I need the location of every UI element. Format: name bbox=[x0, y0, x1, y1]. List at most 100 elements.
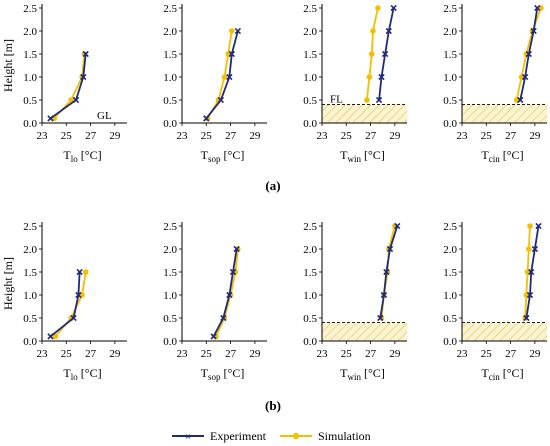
y-tick-label: 2.0 bbox=[443, 26, 457, 38]
x-tick-label: 23 bbox=[317, 130, 329, 142]
legend: × Experiment Simulation bbox=[172, 429, 371, 443]
experiment-point bbox=[380, 291, 388, 299]
experiment-point bbox=[535, 222, 542, 230]
y-tick-label: 2.5 bbox=[163, 3, 177, 15]
x-tick-label: 23 bbox=[37, 348, 49, 360]
x-tick-label: 23 bbox=[177, 130, 189, 142]
x-tick-label: 27 bbox=[505, 130, 517, 142]
experiment-line bbox=[212, 248, 238, 337]
experiment-point bbox=[233, 245, 240, 253]
y-tick-label: 0.0 bbox=[443, 118, 457, 130]
simulation-point bbox=[221, 74, 228, 80]
annotation-gl: GL bbox=[97, 110, 112, 122]
experiment-line bbox=[49, 53, 87, 120]
y-tick-label: 0.0 bbox=[163, 118, 177, 130]
x-axis-label: Tsop [°C] bbox=[201, 366, 245, 382]
y-tick-label: 2.0 bbox=[163, 26, 177, 38]
x-tick-label: 23 bbox=[457, 348, 469, 360]
subplot-b-1: 0.0 0.5 1.0 1.5 2.0 2.5 23 25 27 29 Height [m] Tlo … bbox=[1, 221, 127, 382]
y-tick-label: 1.0 bbox=[443, 72, 457, 84]
simulation-point bbox=[82, 269, 89, 275]
x-tick-label: 29 bbox=[529, 348, 541, 360]
y-tick-label: 0.5 bbox=[23, 313, 37, 325]
y-axis-label: Height [m] bbox=[1, 257, 15, 310]
x-tick-label: 23 bbox=[177, 348, 189, 360]
experiment-point bbox=[383, 268, 390, 276]
legend-experiment-label: Experiment bbox=[210, 429, 267, 443]
experiment-point bbox=[530, 27, 537, 35]
y-tick-label: 1.5 bbox=[443, 49, 457, 61]
experiment-point bbox=[234, 27, 242, 35]
x-tick-label: 25 bbox=[201, 348, 213, 360]
experiment-point bbox=[76, 268, 83, 276]
floor-hatch bbox=[462, 322, 547, 341]
x-tick-label: 29 bbox=[389, 348, 401, 360]
experiment-point bbox=[385, 27, 392, 35]
y-tick-label: 1.5 bbox=[303, 49, 317, 61]
x-tick-label: 29 bbox=[249, 130, 261, 142]
y-tick-label: 2.0 bbox=[303, 244, 317, 256]
y-tick-label: 0.0 bbox=[163, 336, 177, 348]
experiment-point bbox=[386, 245, 394, 253]
x-tick-label: 29 bbox=[389, 130, 401, 142]
experiment-point bbox=[525, 50, 532, 58]
floor-hatch bbox=[322, 104, 407, 123]
x-tick-label: 27 bbox=[225, 348, 237, 360]
experiment-point bbox=[375, 96, 383, 104]
y-tick-label: 1.5 bbox=[163, 49, 177, 61]
y-tick-label: 2.5 bbox=[303, 221, 317, 233]
experiment-point bbox=[531, 245, 539, 253]
x-tick-label: 29 bbox=[109, 130, 121, 142]
y-tick-label: 2.0 bbox=[163, 244, 177, 256]
experiment-point bbox=[228, 50, 235, 58]
experiment-point bbox=[521, 73, 529, 81]
subplot-b-2: 0.0 0.5 1.0 1.5 2.0 2.5 23 25 27 29 Tsop [°C] bbox=[163, 221, 267, 382]
y-tick-label: 1.0 bbox=[443, 290, 457, 302]
y-tick-label: 1.5 bbox=[303, 267, 317, 279]
subplot-b-4: 0.0 0.5 1.0 1.5 2.0 2.5 23 25 27 29 Tcin [°C] bbox=[443, 221, 547, 382]
y-tick-label: 0.0 bbox=[303, 336, 317, 348]
subplot-a-4: 0.0 0.5 1.0 1.5 2.0 2.5 23 25 27 29 Tcin [°C] bbox=[443, 3, 547, 164]
y-tick-label: 2.0 bbox=[23, 26, 37, 38]
y-tick-label: 0.0 bbox=[23, 336, 37, 348]
simulation-line bbox=[54, 271, 87, 337]
y-tick-label: 1.0 bbox=[23, 72, 37, 84]
y-tick-label: 0.5 bbox=[163, 313, 177, 325]
y-tick-label: 1.0 bbox=[163, 72, 177, 84]
legend-simulation-marker bbox=[292, 432, 300, 440]
subplot-a-2: 0.0 0.5 1.0 1.5 2.0 2.5 23 25 27 29 Tsop [°C] bbox=[163, 3, 267, 164]
x-tick-label: 27 bbox=[365, 130, 377, 142]
y-tick-label: 1.5 bbox=[163, 267, 177, 279]
experiment-line bbox=[49, 271, 81, 338]
x-axis-label: Tcin [°C] bbox=[481, 366, 523, 382]
experiment-point bbox=[229, 268, 237, 276]
simulation-point bbox=[52, 333, 59, 340]
y-tick-label: 0.0 bbox=[23, 118, 37, 130]
experiment-point bbox=[217, 96, 225, 104]
annotation-fl: FL bbox=[330, 94, 343, 106]
x-tick-label: 25 bbox=[481, 130, 493, 142]
experiment-point bbox=[226, 291, 233, 299]
subplot-a-1: 0.0 0.5 1.0 1.5 2.0 2.5 23 25 27 29 Height [m] Tlo … bbox=[1, 3, 127, 164]
floor-hatch bbox=[322, 322, 407, 341]
experiment-point bbox=[203, 115, 210, 122]
x-axis-label: Twin [°C] bbox=[340, 148, 385, 164]
floor-hatch bbox=[462, 104, 547, 123]
experiment-point bbox=[47, 333, 54, 340]
y-tick-label: 1.0 bbox=[303, 72, 317, 84]
x-tick-label: 25 bbox=[481, 348, 493, 360]
experiment-point bbox=[72, 96, 80, 104]
x-tick-label: 23 bbox=[317, 348, 329, 360]
simulation-point bbox=[366, 74, 373, 80]
x-tick-label: 29 bbox=[109, 348, 121, 360]
simulation-point bbox=[364, 97, 370, 103]
panel-label-a: (a) bbox=[265, 178, 280, 193]
experiment-line bbox=[205, 30, 239, 119]
simulation-point bbox=[527, 223, 533, 229]
experiment-point bbox=[381, 50, 389, 58]
x-axis-label: Tlo [°C] bbox=[63, 148, 101, 164]
y-tick-label: 1.0 bbox=[23, 290, 37, 302]
experiment-point bbox=[226, 73, 233, 81]
x-axis-label: Tsop [°C] bbox=[201, 148, 245, 164]
